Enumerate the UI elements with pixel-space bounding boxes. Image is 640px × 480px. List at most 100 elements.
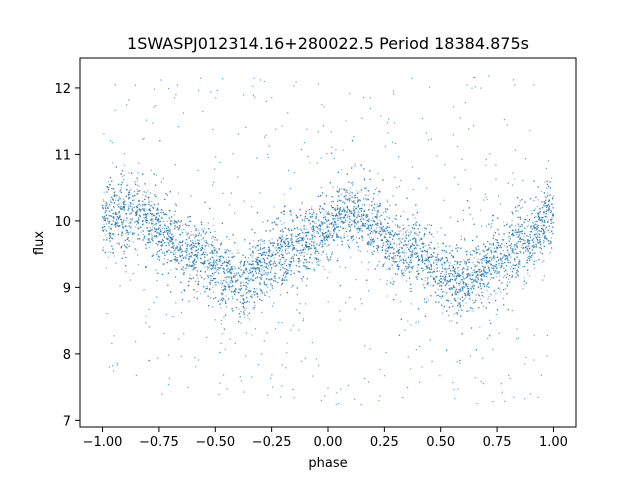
data-point bbox=[261, 268, 263, 270]
data-point bbox=[386, 280, 388, 282]
data-point bbox=[254, 304, 256, 306]
data-point bbox=[169, 222, 171, 224]
data-point bbox=[328, 210, 330, 213]
data-point bbox=[458, 270, 460, 272]
data-point bbox=[482, 275, 484, 277]
data-point bbox=[262, 266, 264, 268]
data-point bbox=[476, 252, 479, 254]
data-point bbox=[272, 245, 274, 247]
data-point bbox=[407, 255, 410, 257]
data-point bbox=[435, 295, 438, 297]
data-point bbox=[363, 209, 365, 212]
data-point bbox=[527, 220, 529, 222]
data-point bbox=[370, 219, 372, 222]
data-point bbox=[326, 226, 329, 229]
data-point bbox=[331, 215, 333, 217]
data-point bbox=[277, 238, 279, 240]
data-point bbox=[318, 228, 320, 230]
data-point bbox=[353, 208, 355, 210]
data-point bbox=[400, 230, 402, 232]
data-point bbox=[193, 246, 195, 248]
data-point bbox=[525, 262, 528, 264]
data-point bbox=[289, 261, 291, 263]
data-point bbox=[355, 236, 357, 238]
data-point bbox=[516, 236, 518, 238]
data-point bbox=[325, 211, 327, 213]
data-point bbox=[225, 258, 227, 260]
data-point bbox=[254, 258, 257, 260]
data-point bbox=[540, 225, 542, 227]
data-point bbox=[133, 199, 135, 201]
data-point bbox=[216, 281, 218, 283]
data-point bbox=[144, 219, 146, 221]
data-point bbox=[235, 272, 237, 274]
data-point bbox=[185, 247, 187, 249]
data-point bbox=[152, 226, 154, 228]
data-point bbox=[386, 199, 388, 201]
data-point bbox=[125, 224, 127, 226]
data-point bbox=[301, 202, 303, 205]
data-point bbox=[249, 279, 251, 281]
data-point bbox=[346, 210, 348, 212]
data-point bbox=[386, 251, 388, 253]
data-point bbox=[375, 227, 377, 229]
data-point bbox=[134, 232, 136, 234]
data-point bbox=[329, 234, 331, 236]
data-point bbox=[156, 207, 158, 209]
data-point bbox=[119, 206, 121, 208]
data-point bbox=[518, 235, 520, 238]
data-point bbox=[415, 254, 417, 256]
data-point bbox=[454, 297, 456, 299]
data-point bbox=[220, 307, 222, 309]
data-point bbox=[285, 276, 287, 278]
data-point bbox=[122, 198, 125, 200]
data-point bbox=[218, 248, 220, 251]
data-point bbox=[197, 230, 199, 232]
data-point bbox=[155, 224, 157, 226]
data-point bbox=[322, 241, 324, 244]
data-point bbox=[382, 211, 385, 214]
data-point bbox=[268, 249, 270, 251]
data-point bbox=[228, 238, 230, 241]
data-point bbox=[426, 297, 428, 299]
data-point bbox=[204, 277, 206, 279]
data-point bbox=[518, 264, 520, 266]
data-point bbox=[367, 269, 369, 271]
data-point bbox=[544, 196, 546, 198]
data-point bbox=[179, 226, 181, 228]
data-point bbox=[191, 239, 194, 242]
data-point bbox=[221, 294, 223, 296]
data-point bbox=[366, 250, 368, 252]
data-point bbox=[203, 264, 205, 266]
data-point bbox=[456, 282, 458, 284]
data-point bbox=[373, 216, 376, 218]
data-point bbox=[537, 219, 539, 221]
data-point bbox=[466, 294, 468, 296]
data-point bbox=[272, 251, 274, 253]
data-point bbox=[548, 208, 551, 210]
data-point bbox=[152, 220, 154, 222]
data-point bbox=[150, 205, 152, 207]
data-point bbox=[446, 282, 448, 284]
data-point bbox=[103, 200, 105, 202]
data-point bbox=[283, 193, 285, 196]
data-point bbox=[475, 275, 477, 277]
data-point bbox=[244, 260, 246, 263]
data-point bbox=[473, 274, 475, 276]
data-point bbox=[245, 269, 247, 271]
data-point bbox=[414, 217, 416, 219]
data-point bbox=[457, 297, 459, 299]
data-point bbox=[508, 245, 510, 247]
data-point bbox=[180, 248, 182, 250]
data-point bbox=[288, 251, 290, 253]
data-point bbox=[118, 242, 120, 244]
data-point bbox=[368, 226, 370, 228]
data-point bbox=[192, 234, 195, 236]
data-point bbox=[143, 209, 145, 211]
data-point bbox=[123, 164, 126, 166]
data-point bbox=[408, 243, 410, 245]
data-point bbox=[283, 262, 286, 265]
data-point bbox=[231, 253, 233, 255]
data-point bbox=[187, 301, 190, 303]
data-point bbox=[460, 281, 462, 283]
